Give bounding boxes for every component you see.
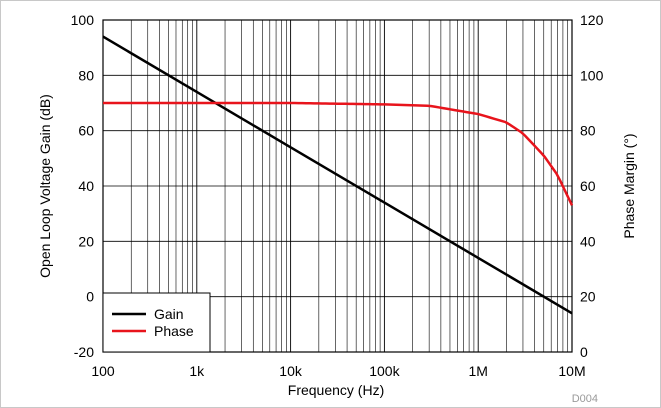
y-right-tick-label: 80 bbox=[580, 123, 596, 139]
legend: Gain Phase bbox=[102, 292, 211, 353]
y-right-tick-label: 120 bbox=[580, 12, 604, 28]
y-left-axis-title: Open Loop Voltage Gain (dB) bbox=[37, 94, 53, 278]
legend-label-phase: Phase bbox=[154, 323, 194, 339]
y-right-tick-label: 100 bbox=[580, 67, 604, 83]
x-axis-title: Frequency (Hz) bbox=[288, 382, 384, 398]
x-tick-label: 10M bbox=[558, 363, 585, 379]
y-right-axis-title: Phase Margin (°) bbox=[621, 133, 637, 238]
y-right-tick-label: 40 bbox=[580, 233, 596, 249]
y-right-tick-label: 0 bbox=[580, 344, 588, 360]
legend-box bbox=[102, 292, 211, 353]
x-tick-label: 100 bbox=[91, 363, 115, 379]
x-tick-label: 100k bbox=[369, 363, 400, 379]
series-line-gain bbox=[102, 35, 573, 315]
y-left-tick-label: 60 bbox=[78, 123, 94, 139]
figure-code: D004 bbox=[572, 393, 598, 405]
legend-label-gain: Gain bbox=[154, 306, 184, 322]
series-layer bbox=[102, 35, 574, 315]
y-right-axis-ticks: 0 20 40 60 80 100 120 bbox=[580, 12, 604, 360]
y-left-tick-label: 40 bbox=[78, 178, 94, 194]
x-tick-label: 1M bbox=[468, 363, 487, 379]
series-line-phase bbox=[103, 101, 574, 206]
y-left-tick-label: -20 bbox=[74, 344, 94, 360]
x-axis-ticks: 100 1k 10k 100k 1M 10M bbox=[91, 363, 585, 379]
y-right-tick-label: 20 bbox=[580, 289, 596, 305]
y-left-tick-label: 100 bbox=[71, 12, 95, 28]
y-right-tick-label: 60 bbox=[580, 178, 596, 194]
y-left-tick-label: 0 bbox=[86, 289, 94, 305]
y-left-axis-ticks: -20 0 20 40 60 80 100 bbox=[71, 12, 95, 360]
plot-border bbox=[102, 19, 573, 353]
x-tick-label: 1k bbox=[189, 363, 205, 379]
y-left-tick-label: 20 bbox=[78, 233, 94, 249]
y-left-tick-label: 80 bbox=[78, 67, 94, 83]
x-tick-label: 10k bbox=[279, 363, 303, 379]
